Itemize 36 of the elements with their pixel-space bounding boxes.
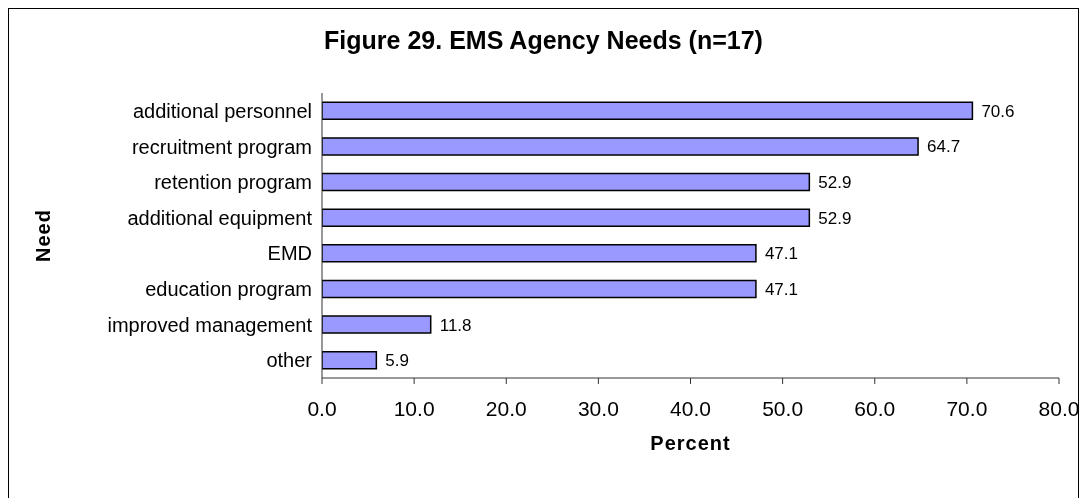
y-axis-title: Need (32, 209, 55, 262)
bar (322, 101, 974, 121)
bar (322, 244, 757, 263)
y-tick-label: other (266, 349, 313, 372)
y-tick-label: additional personnel (132, 99, 312, 122)
x-tick-label: 30.0 (577, 396, 619, 420)
y-tick-label: EMD (267, 242, 312, 265)
x-axis-title: Percent (650, 432, 731, 454)
bar (322, 137, 919, 156)
data-label: 52.9 (818, 173, 852, 193)
bar (322, 315, 432, 334)
data-label: 47.1 (764, 244, 798, 264)
x-tick-label: 10.0 (393, 396, 435, 420)
data-label: 5.9 (385, 351, 409, 371)
x-tick-label: 80.0 (1038, 396, 1079, 420)
x-tick-label: 60.0 (854, 396, 896, 420)
data-label: 47.1 (764, 279, 798, 299)
x-tick-label: 20.0 (485, 396, 527, 420)
x-tick-label: 50.0 (762, 396, 804, 420)
x-tick-label: 40.0 (670, 396, 711, 420)
x-tick-label: 70.0 (946, 396, 988, 420)
y-tick-label: recruitment program (131, 135, 312, 158)
bar (322, 172, 811, 192)
x-tick-label: 0.0 (307, 396, 337, 420)
data-label: 64.7 (927, 137, 961, 157)
data-label: 52.9 (818, 208, 852, 228)
chart-title: Figure 29. EMS Agency Needs (n=17) (323, 25, 764, 55)
data-label: 11.8 (439, 315, 472, 335)
bar (322, 350, 378, 370)
y-tick-label: additional equipment (127, 206, 313, 229)
bar (322, 279, 757, 299)
y-tick-label: retention program (154, 171, 312, 194)
y-tick-label: improved management (107, 313, 313, 336)
bar (322, 208, 811, 227)
data-label: 70.6 (981, 101, 1015, 121)
y-tick-label: education program (145, 278, 312, 301)
